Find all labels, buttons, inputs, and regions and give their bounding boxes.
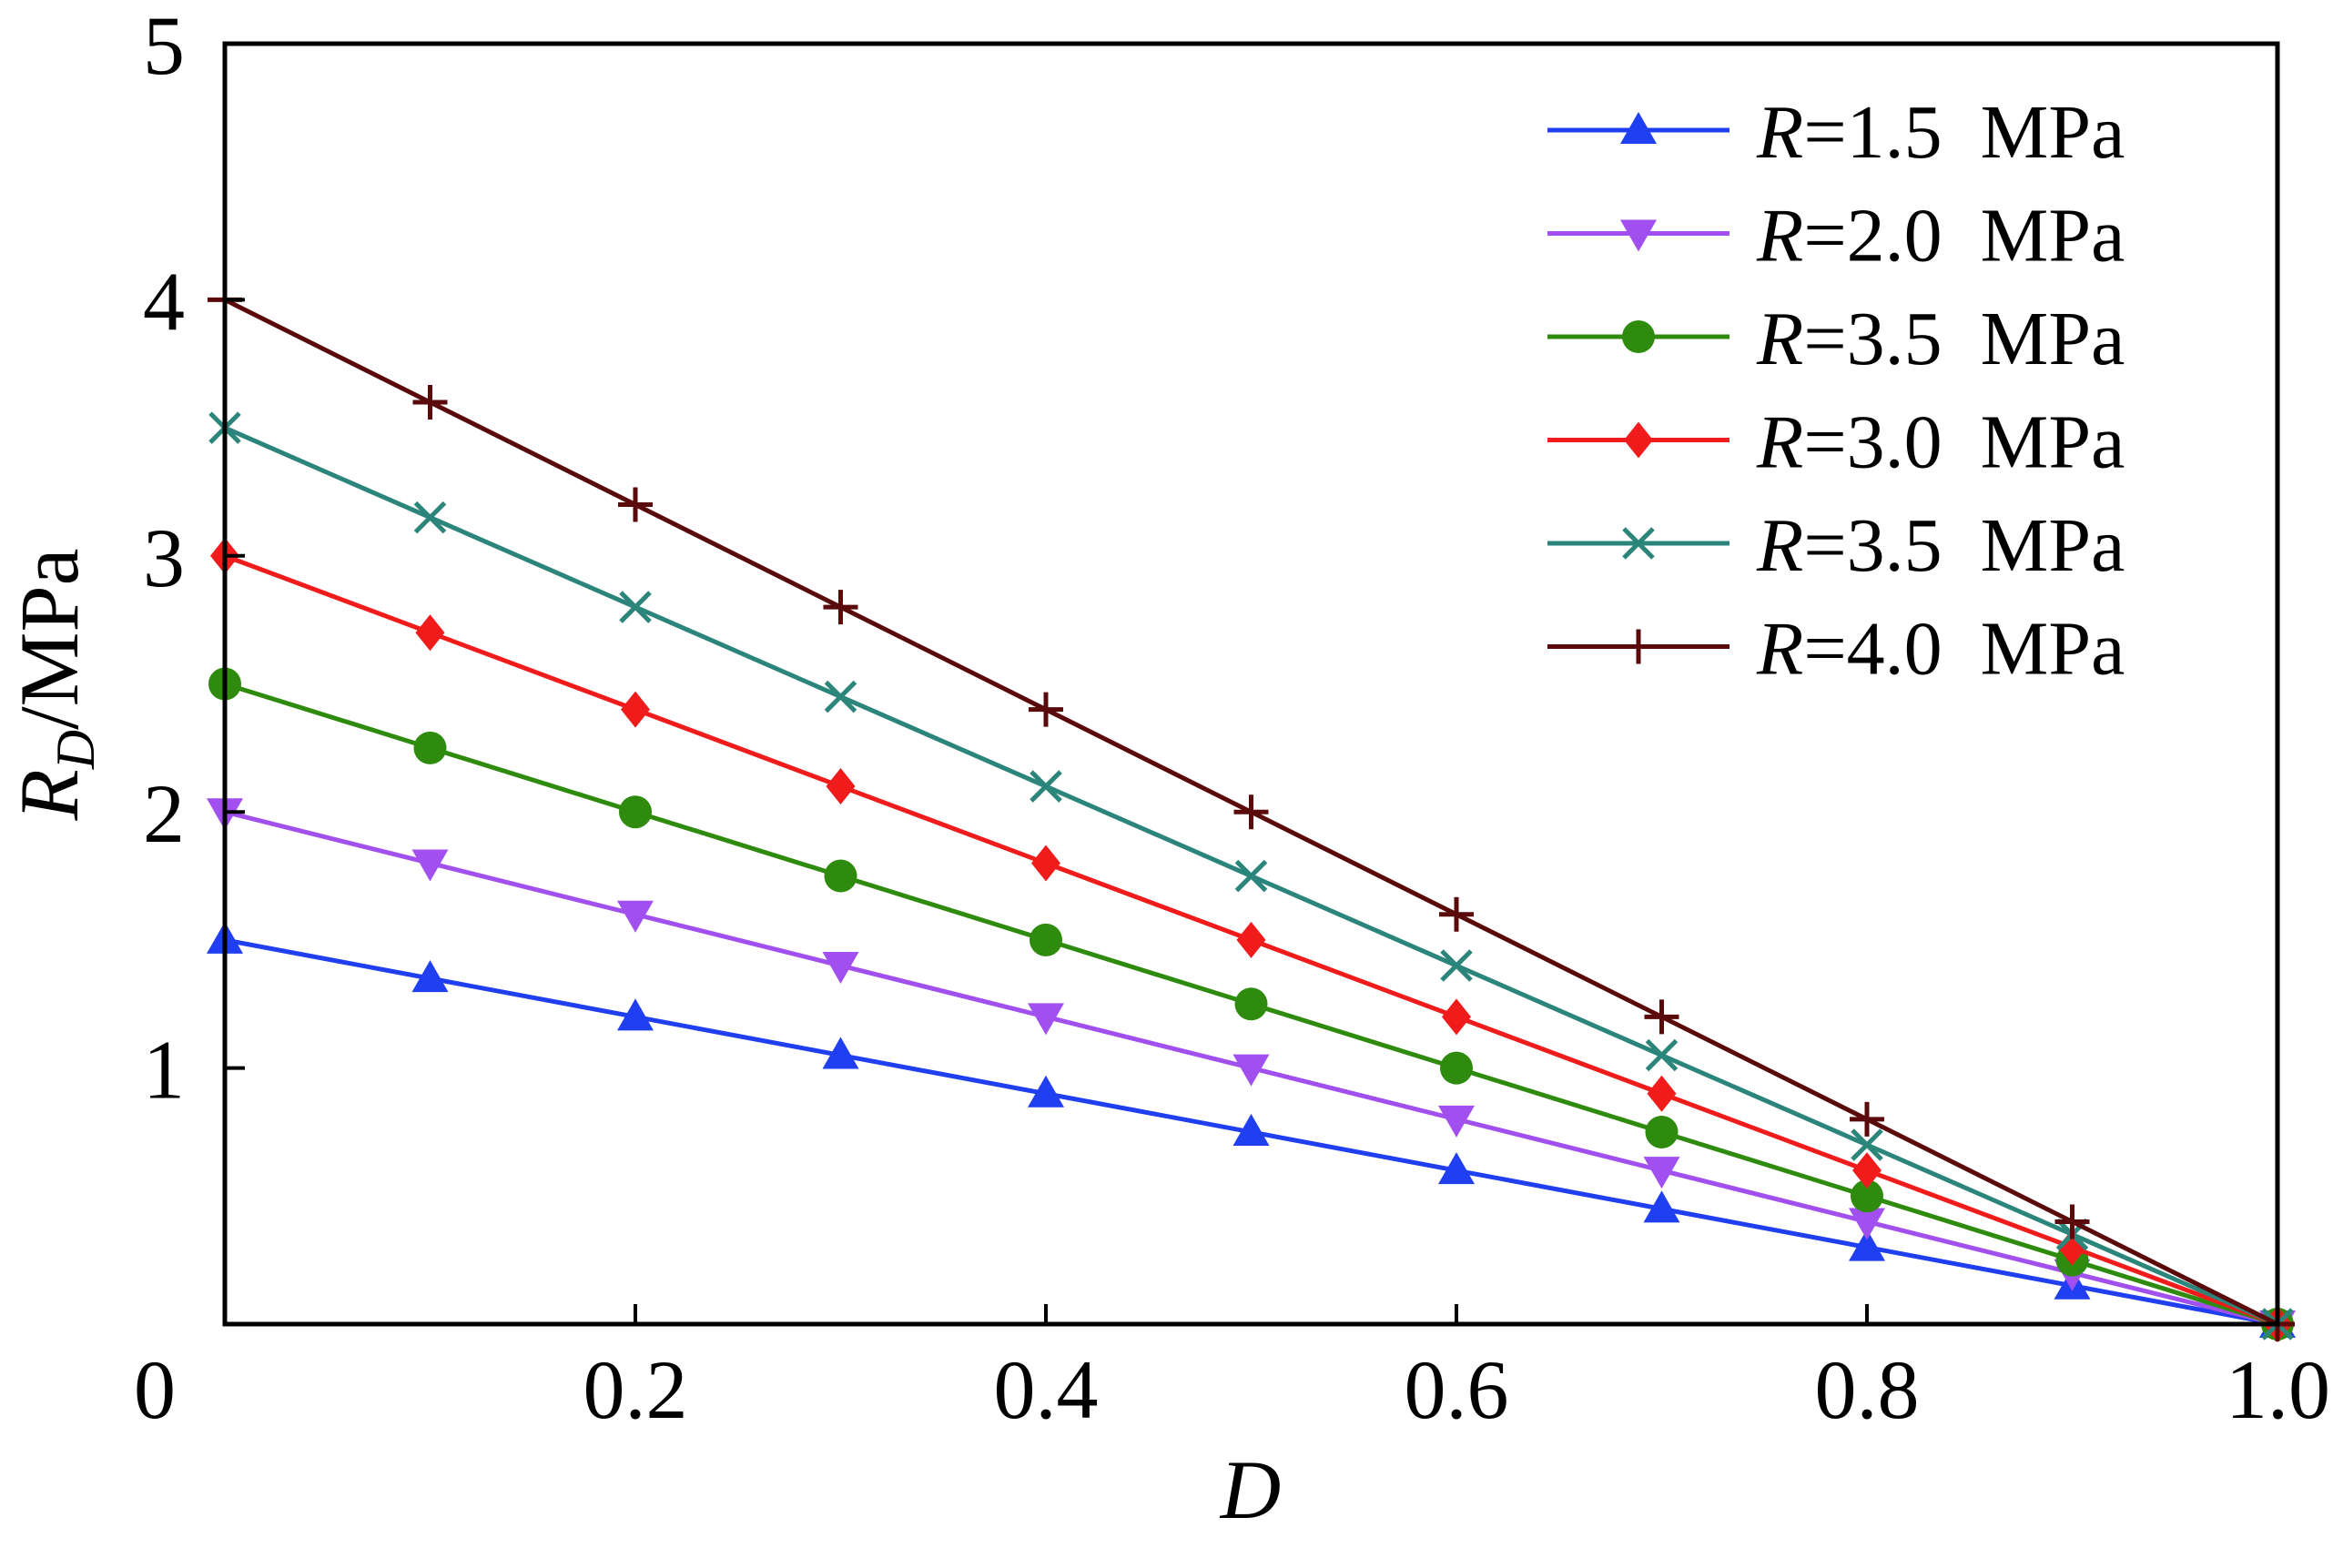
series-6-point-marker xyxy=(1850,1101,1884,1137)
series-1-point-marker xyxy=(1438,1152,1475,1185)
series-6-point-marker xyxy=(1029,692,1063,727)
series-1-point-marker xyxy=(411,960,449,993)
y-axis-label-subscript: D xyxy=(46,730,106,770)
series-5-point-marker xyxy=(619,591,652,623)
legend-entry-4: R=3.0 MPa xyxy=(1547,400,2125,485)
legend-label-variable: R xyxy=(1756,607,1803,692)
legend-entry-2: R=2.0 MPa xyxy=(1547,194,2125,278)
series-2-point-marker xyxy=(1438,1105,1475,1138)
series-4-point-marker xyxy=(1852,1152,1882,1189)
legend-marker-swatch xyxy=(1620,219,1657,252)
series-5-point-marker xyxy=(413,501,447,534)
legend-label-value: =3.5 MPa xyxy=(1803,503,2125,588)
series-2-point-marker xyxy=(411,849,449,882)
series-1-point-marker xyxy=(1028,1075,1064,1108)
y-axis-label-unit: /MPa xyxy=(3,549,96,730)
series-2-point-marker xyxy=(1232,1054,1270,1087)
series-2-point-marker xyxy=(617,900,654,933)
series-6-point-marker xyxy=(618,487,653,522)
x-tick-label: 1.0 xyxy=(2226,1343,2330,1436)
y-tick-label: 3 xyxy=(143,511,185,604)
legend-label-value: =4.0 MPa xyxy=(1803,607,2125,692)
legend-label: R=4.0 MPa xyxy=(1756,607,2125,692)
legend-marker-swatch xyxy=(1620,112,1657,144)
series-3-point-marker xyxy=(1030,923,1062,956)
x-tick-label: 0.4 xyxy=(994,1343,1099,1436)
series-1-point-marker xyxy=(1643,1190,1680,1223)
series-3-point-marker xyxy=(1851,1179,1883,1213)
series-6-point-marker xyxy=(2054,1204,2090,1239)
legend-marker-swatch xyxy=(1624,421,1653,459)
legend-marker-swatch xyxy=(1622,527,1655,560)
series-6-point-marker xyxy=(1439,896,1474,932)
legend-label-variable: R xyxy=(1756,194,1803,278)
series-3-point-marker xyxy=(1645,1115,1679,1148)
legend-label-variable: R xyxy=(1756,400,1803,485)
y-tick-label: 4 xyxy=(143,255,185,348)
series-4-point-marker xyxy=(1236,921,1266,958)
series-2-point-marker xyxy=(822,952,859,985)
x-tick-label: 0.2 xyxy=(583,1343,688,1436)
series-1-point-marker xyxy=(1849,1229,1885,1261)
series-1-point-marker xyxy=(822,1037,859,1069)
legend-label: R=2.0 MPa xyxy=(1756,194,2125,278)
series-3-point-marker xyxy=(413,731,447,764)
legend-entry-3: R=3.5 MPa xyxy=(1547,297,2125,381)
series-4-point-marker xyxy=(1442,998,1471,1036)
series-5-point-marker xyxy=(824,680,857,713)
series-2-point-marker xyxy=(1028,1003,1064,1036)
series-3-point-marker xyxy=(1234,987,1268,1021)
series-6-point-marker xyxy=(412,384,448,420)
legend-label-value: =3.5 MPa xyxy=(1803,297,2125,381)
series-3-point-marker xyxy=(824,859,857,893)
x-tick-label: 0.8 xyxy=(1815,1343,1920,1436)
series-3-point-marker xyxy=(1440,1051,1473,1085)
series-4-point-marker xyxy=(415,614,445,652)
series-6-point-marker xyxy=(823,590,858,625)
y-tick-label: 5 xyxy=(143,0,185,92)
legend-entry-1: R=1.5 MPa xyxy=(1547,90,2125,175)
legend-label-variable: R xyxy=(1756,503,1803,588)
series-5-point-marker xyxy=(1851,1128,1883,1161)
series-5-point-marker xyxy=(1030,770,1062,803)
legend-label-value: =3.0 MPa xyxy=(1803,400,2125,485)
series-4-point-marker xyxy=(1647,1075,1677,1112)
series-6-point-marker xyxy=(1233,794,1269,830)
legend-label-value: =1.5 MPa xyxy=(1803,90,2125,175)
series-5-point-marker xyxy=(1440,949,1473,982)
series-2-point-marker xyxy=(1849,1208,1885,1240)
plot-area-frame xyxy=(222,41,2280,1327)
legend-entry-6: R=4.0 MPa xyxy=(1547,607,2125,692)
y-axis-label: RD/MPa xyxy=(3,549,106,822)
legend-marker-swatch xyxy=(1622,320,1655,353)
y-tick-label: 2 xyxy=(143,767,185,860)
y-axis-label-main: R xyxy=(3,769,96,821)
series-1-point-marker xyxy=(1232,1113,1270,1146)
series-5-point-marker xyxy=(1234,859,1268,893)
legend-label: R=3.5 MPa xyxy=(1756,297,2125,381)
legend-label-variable: R xyxy=(1756,297,1803,381)
legend-marker-swatch xyxy=(1621,629,1656,664)
legend-label-variable: R xyxy=(1756,90,1803,175)
series-4-point-marker xyxy=(621,691,650,728)
legend-label-value: =2.0 MPa xyxy=(1803,194,2125,278)
legend-label: R=3.0 MPa xyxy=(1756,400,2125,485)
series-1-point-marker xyxy=(617,998,654,1031)
legend-entry-5: R=3.5 MPa xyxy=(1547,503,2125,588)
series-5-point-marker xyxy=(1645,1038,1679,1072)
series-2-point-marker xyxy=(1643,1157,1680,1189)
series-4-point-marker xyxy=(1031,845,1060,882)
x-axis-label: D xyxy=(1219,1443,1281,1536)
y-tick-label: 1 xyxy=(143,1024,185,1117)
series-3-point-marker xyxy=(619,795,652,829)
series-6-point-marker xyxy=(1644,999,1679,1035)
legend-label: R=3.5 MPa xyxy=(1756,503,2125,588)
x-tick-label: 0 xyxy=(134,1343,176,1436)
x-tick-label: 0.6 xyxy=(1405,1343,1509,1436)
legend-label: R=1.5 MPa xyxy=(1756,90,2125,175)
series-4-point-marker xyxy=(826,768,856,805)
